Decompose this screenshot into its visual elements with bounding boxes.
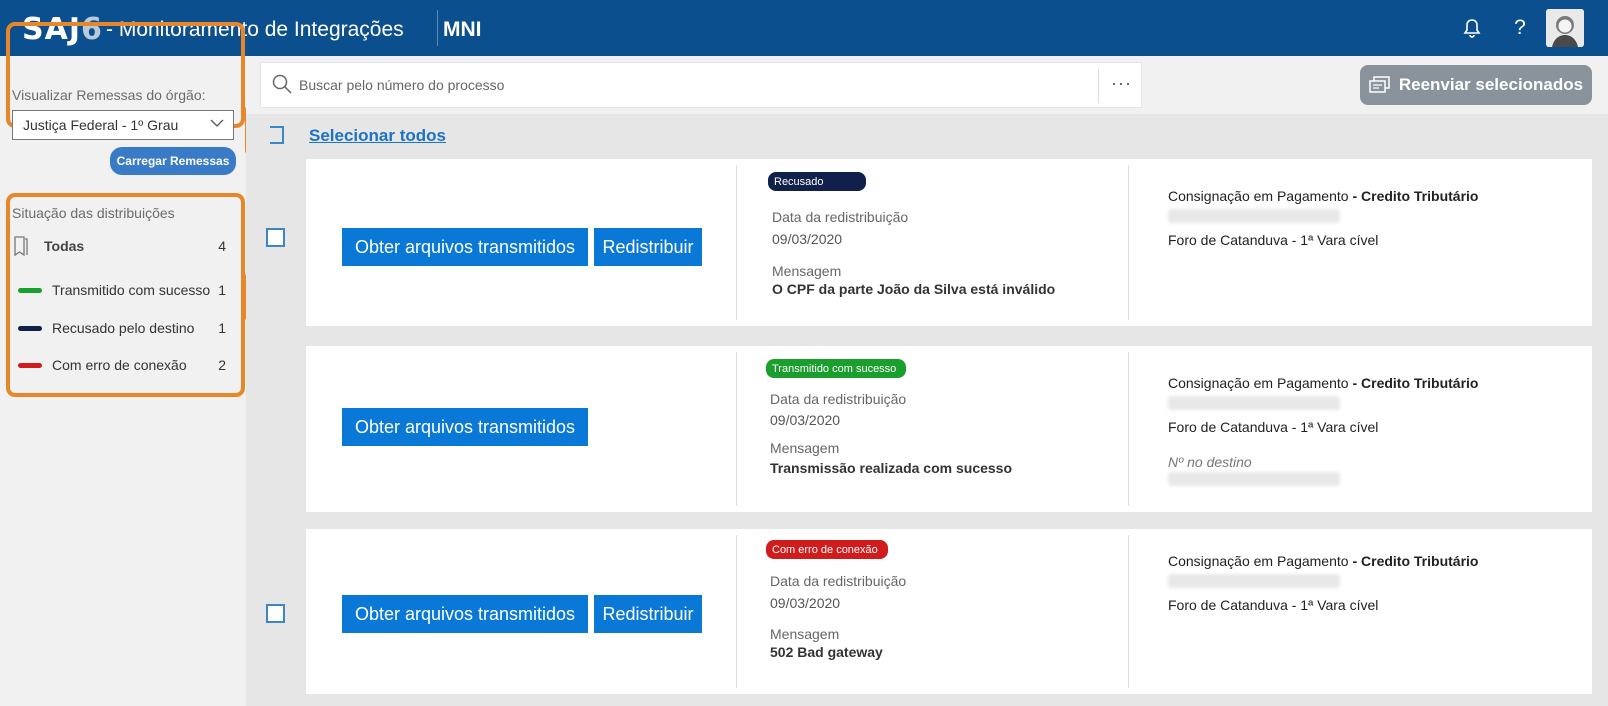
org-select[interactable]: Justiça Federal - 1º Grau <box>12 110 234 140</box>
status-badge: Recusado <box>768 172 866 191</box>
status-badge: Com erro de conexão <box>766 540 888 559</box>
status-title: Situação das distribuições <box>12 205 175 221</box>
user-avatar[interactable] <box>1546 9 1584 47</box>
card-divider <box>1128 352 1129 506</box>
process-class: Consignação em Pagamento - Credito Tribu… <box>1168 375 1479 391</box>
redacted-destination-number <box>1168 472 1340 486</box>
row-checkbox[interactable] <box>266 604 285 623</box>
module-name: MNI <box>443 18 482 41</box>
org-label: Visualizar Remessas do órgão: <box>12 87 206 103</box>
message-label: Mensagem <box>770 626 840 642</box>
resend-label: Reenviar selecionados <box>1398 75 1584 94</box>
status-label: Transmitido com sucesso <box>52 282 211 298</box>
redacted-process-number <box>1168 209 1340 223</box>
row-checkbox[interactable] <box>266 228 285 247</box>
process-class: Consignação em Pagamento - Credito Tribu… <box>1168 188 1479 204</box>
resend-icon <box>1369 76 1391 94</box>
status-filter-success[interactable]: Transmitido com sucesso 1 <box>18 280 228 300</box>
app-header: SAJ6 - Monitoramento de Integrações MNI … <box>0 0 1608 56</box>
annotation-box-2 <box>6 193 245 397</box>
status-label: Com erro de conexão <box>52 357 187 373</box>
date-value: 09/03/2020 <box>770 412 841 428</box>
card-divider <box>1128 535 1129 688</box>
card-divider <box>736 352 737 506</box>
court-name: Foro de Catanduva - 1ª Vara cível <box>1168 232 1379 248</box>
obter-arquivos-button[interactable]: Obter arquivos transmitidos <box>342 228 588 266</box>
select-all-link[interactable]: Selecionar todos <box>309 126 446 145</box>
obter-arquivos-button[interactable]: Obter arquivos transmitidos <box>342 595 588 633</box>
redacted-process-number <box>1168 396 1340 410</box>
status-count: 2 <box>218 357 226 373</box>
org-select-value: Justiça Federal - 1º Grau <box>23 117 179 133</box>
resend-selected-button[interactable]: Reenviar selecionados <box>1360 65 1592 105</box>
message-label: Mensagem <box>772 263 842 279</box>
status-color-bar <box>18 325 42 331</box>
date-value: 09/03/2020 <box>770 595 841 611</box>
status-filter-all[interactable]: Todas 4 <box>12 235 228 257</box>
message-value: 502 Bad gateway <box>770 644 883 660</box>
status-count: 1 <box>218 320 226 336</box>
status-count: 1 <box>218 282 226 298</box>
message-label: Mensagem <box>770 440 840 456</box>
status-badge: Transmitido com sucesso <box>766 359 906 378</box>
load-remessas-button[interactable]: Carregar Remessas <box>110 147 236 175</box>
date-label: Data da redistribuição <box>772 209 909 225</box>
message-value: O CPF da parte João da Silva está inváli… <box>772 281 1056 297</box>
search-divider <box>1098 69 1099 103</box>
search-box[interactable]: Buscar pelo número do processo ··· <box>260 62 1142 108</box>
bookmarks-icon <box>12 235 30 257</box>
status-color-bar <box>18 287 42 293</box>
status-filter-error[interactable]: Com erro de conexão 2 <box>18 355 228 375</box>
remessa-card: Obter arquivos transmitidos Redistribuir… <box>306 529 1592 694</box>
bell-icon[interactable] <box>1460 16 1484 40</box>
redistribuir-button[interactable]: Redistribuir <box>594 595 702 633</box>
search-input[interactable]: Buscar pelo número do processo <box>299 77 505 93</box>
status-label: Todas <box>44 238 85 254</box>
status-count: 4 <box>218 238 226 254</box>
search-icon <box>271 73 293 100</box>
redacted-process-number <box>1168 574 1340 588</box>
status-label: Recusado pelo destino <box>52 320 195 336</box>
card-divider <box>736 165 737 320</box>
help-icon[interactable]: ? <box>1514 16 1526 39</box>
status-filter-refused[interactable]: Recusado pelo destino 1 <box>18 318 228 338</box>
card-divider <box>736 535 737 688</box>
redistribuir-button[interactable]: Redistribuir <box>594 228 702 266</box>
card-divider <box>1128 165 1129 320</box>
select-all-checkbox[interactable] <box>270 126 284 144</box>
remessa-card: Obter arquivos transmitidos Redistribuir… <box>306 159 1592 326</box>
message-value: Transmissão realizada com sucesso <box>770 460 1013 476</box>
date-label: Data da redistribuição <box>770 391 907 407</box>
chevron-down-icon <box>209 115 225 134</box>
destination-number-label: Nº no destino <box>1168 454 1252 470</box>
date-value: 09/03/2020 <box>772 231 843 247</box>
date-label: Data da redistribuição <box>770 573 907 589</box>
status-color-bar <box>18 362 42 368</box>
remessa-card: Obter arquivos transmitidos Transmitido … <box>306 346 1592 512</box>
court-name: Foro de Catanduva - 1ª Vara cível <box>1168 597 1379 613</box>
header-divider <box>437 10 438 46</box>
obter-arquivos-button[interactable]: Obter arquivos transmitidos <box>342 408 588 446</box>
saj6-logo: SAJ6 <box>22 12 103 47</box>
court-name: Foro de Catanduva - 1ª Vara cível <box>1168 419 1379 435</box>
more-options-icon[interactable]: ··· <box>1111 73 1132 93</box>
process-class: Consignação em Pagamento - Credito Tribu… <box>1168 553 1479 569</box>
